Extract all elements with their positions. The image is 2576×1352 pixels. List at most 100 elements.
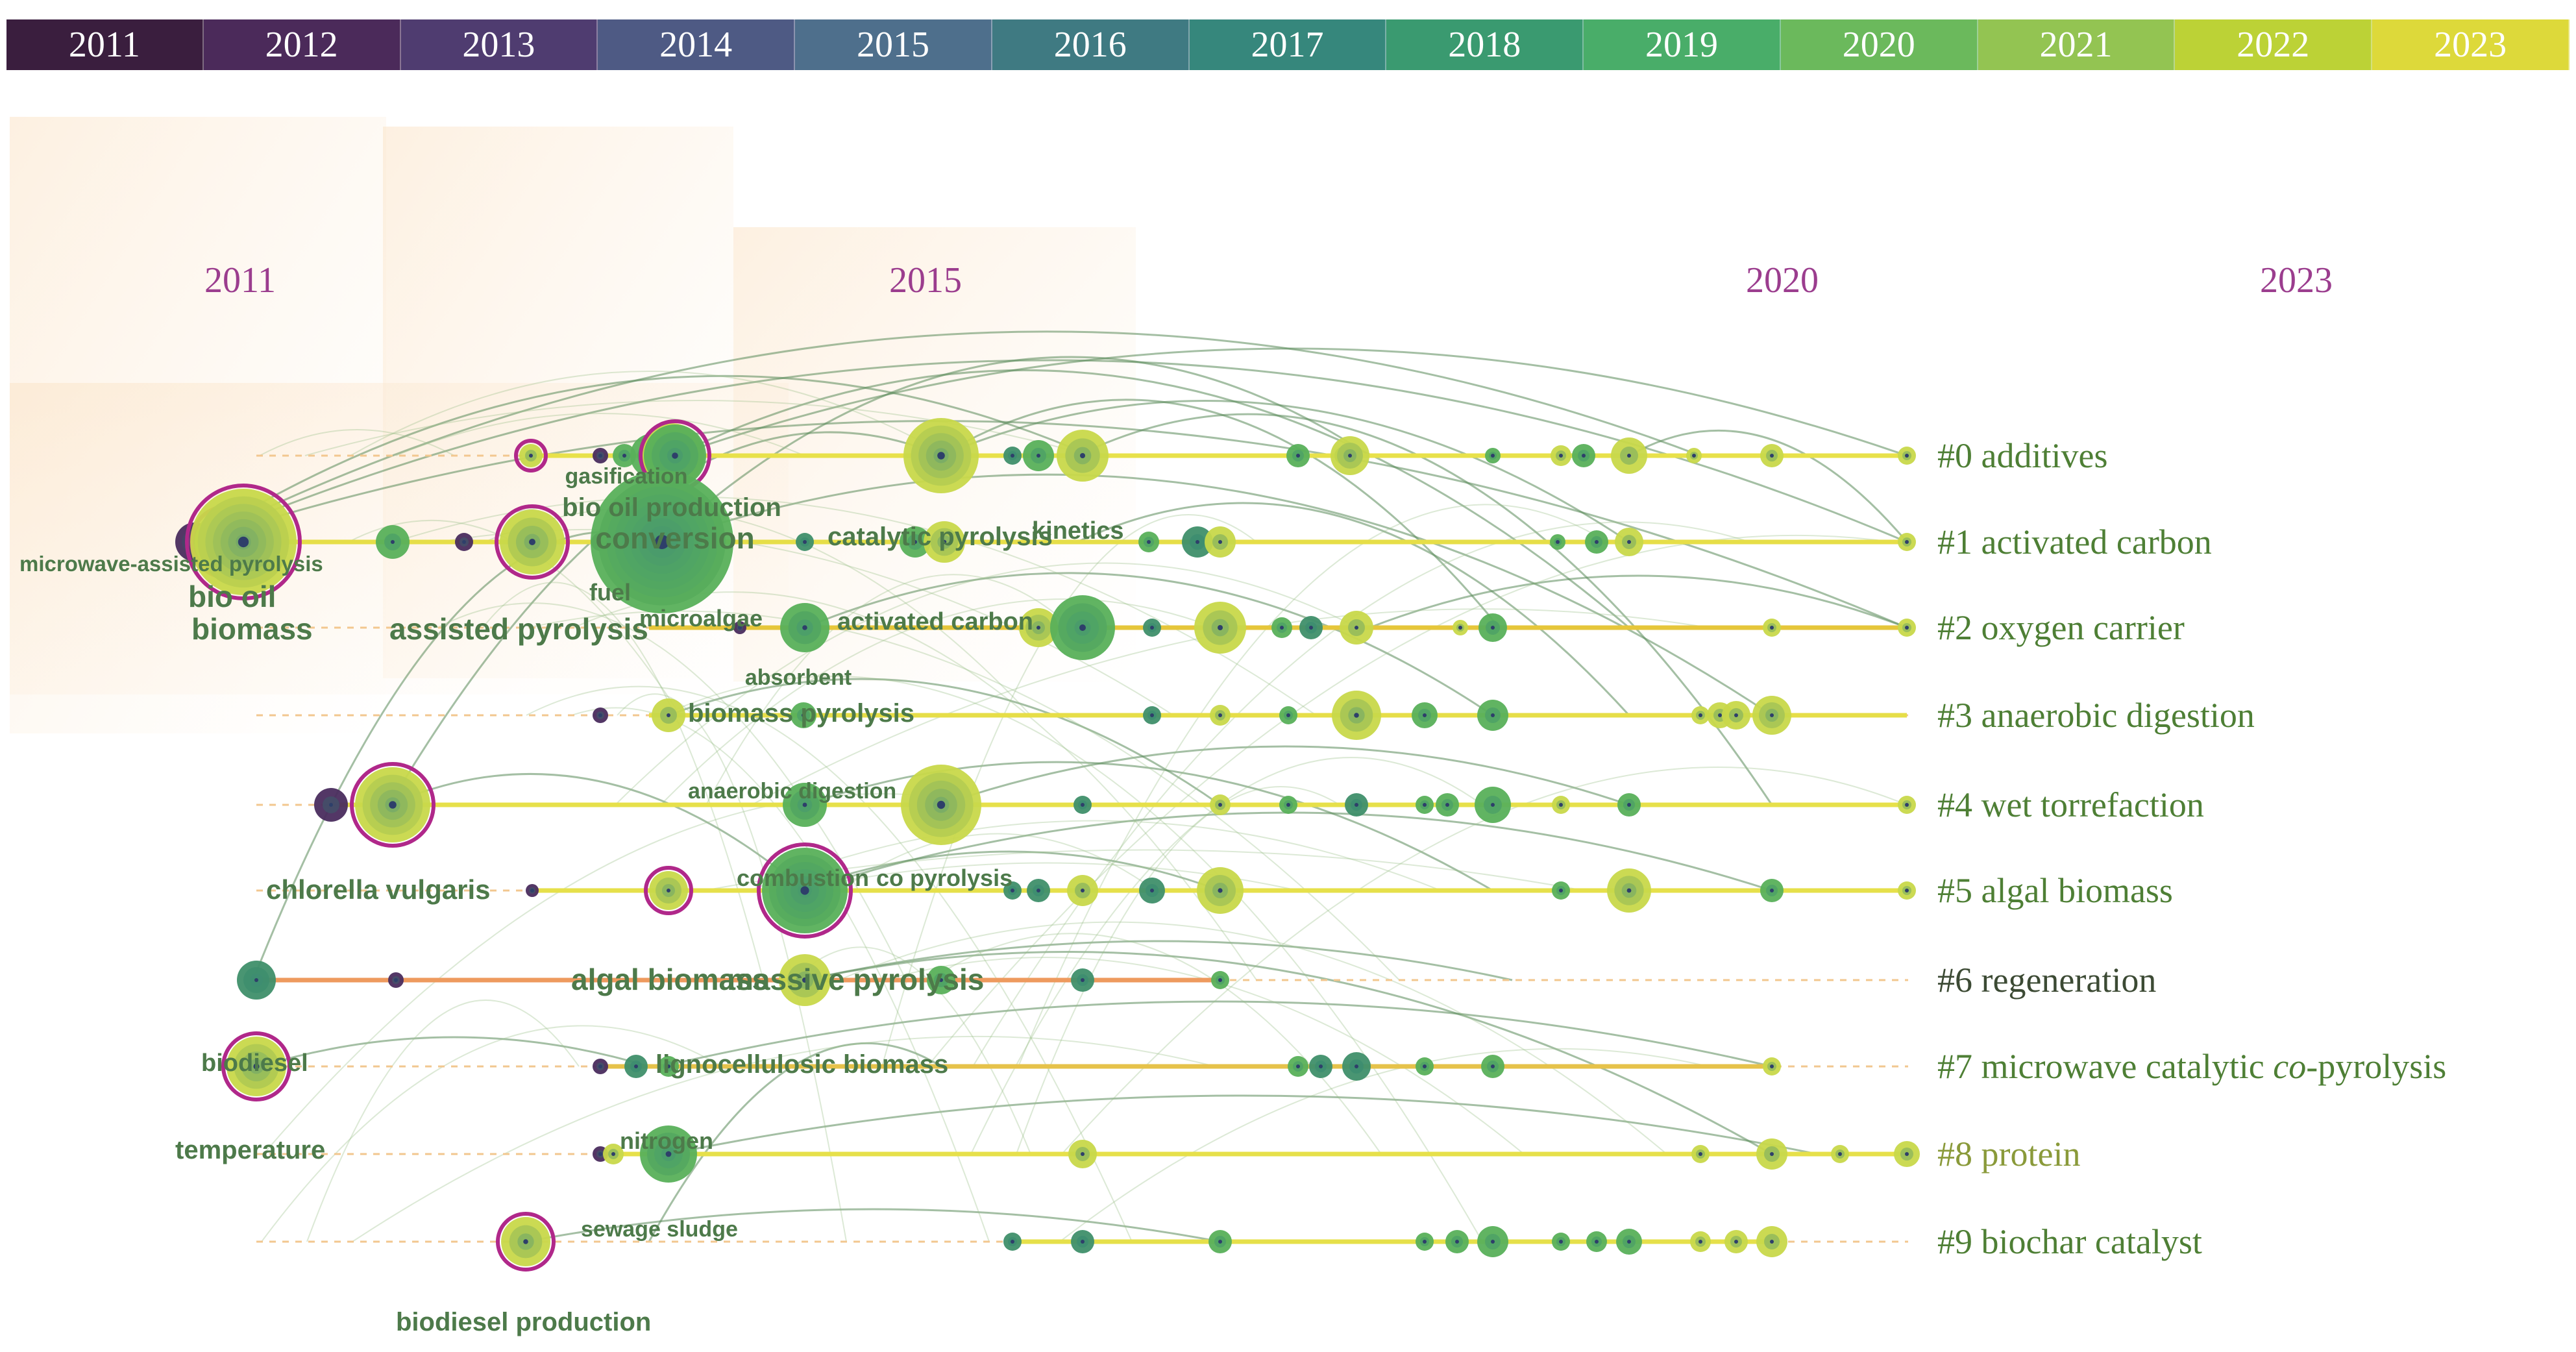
keyword-label: bio oil (188, 580, 276, 613)
cluster-label: #8 protein (1937, 1135, 2080, 1174)
keyword-label: algal biomass (571, 963, 768, 996)
keyword-node (1143, 706, 1161, 724)
citation-arc (804, 572, 1493, 717)
citation-arc (668, 1094, 1818, 1155)
keyword-label: microalgae (639, 605, 763, 632)
keyword-node (1551, 445, 1571, 466)
cluster-label: #0 additives (1937, 436, 2107, 475)
keyword-node (1003, 447, 1022, 465)
citation-arc (661, 473, 1773, 717)
cluster-label: #9 biochar catalyst (1937, 1222, 2202, 1261)
keyword-node (1585, 530, 1608, 554)
citation-arc (571, 707, 990, 1242)
keyword-node (1210, 794, 1231, 815)
citation-arc (261, 1025, 722, 1242)
keyword-node (924, 521, 965, 563)
keyword-node (314, 788, 348, 822)
citation-arc (661, 356, 1370, 543)
legend-year-2022: 2022 (2175, 19, 2373, 70)
keyword-node (1416, 1057, 1434, 1075)
keyword-node (1724, 1230, 1748, 1253)
keyword-node (455, 533, 473, 551)
keyword-node (1760, 879, 1784, 902)
citation-arc (1628, 429, 1908, 543)
citation-arc (660, 598, 1216, 805)
keyword-label: catalytic pyrolysis (828, 522, 1053, 551)
citation-arc (482, 582, 764, 981)
cluster-label: #3 anaerobic digestion (1937, 696, 2255, 735)
keyword-node (1299, 616, 1323, 639)
keyword-node (1477, 1226, 1508, 1257)
keyword-node (1894, 1141, 1920, 1167)
citation-arc (674, 369, 1630, 629)
citation-arc (927, 534, 1893, 1067)
keyword-node (526, 884, 539, 897)
citation-arc (393, 496, 1317, 716)
keyword-node (1898, 619, 1916, 637)
keyword-node (1586, 1231, 1607, 1252)
keyword-node (221, 1031, 291, 1101)
keyword-node (1071, 968, 1094, 992)
keyword-node (1752, 696, 1791, 735)
legend-year-2021: 2021 (1978, 19, 2176, 70)
keyword-node (1331, 436, 1369, 475)
keyword-node (1210, 705, 1231, 726)
keyword-node (1478, 613, 1507, 642)
citation-arc (798, 850, 1221, 892)
keyword-label: conversion (595, 521, 754, 555)
cluster-label: #2 oxygen carrier (1937, 608, 2185, 647)
legend-year-2013: 2013 (400, 19, 598, 70)
citation-arc (306, 999, 580, 1242)
legend-year-2017: 2017 (1189, 19, 1387, 70)
citation-arc (304, 400, 1091, 456)
keyword-node (1615, 528, 1643, 556)
keyword-nodes (175, 418, 1920, 1272)
citation-arc (1369, 574, 1907, 629)
keyword-node (1552, 881, 1570, 900)
keyword-node (783, 783, 827, 827)
cluster-label: #7 microwave catalytic co-pyrolysis (1937, 1047, 2446, 1086)
keyword-label: activated carbon (837, 608, 1033, 635)
keyword-node (1345, 793, 1368, 817)
keyword-node (1607, 868, 1651, 913)
keyword-node (1763, 1057, 1781, 1075)
legend-year-2014: 2014 (598, 19, 796, 70)
cluster-label: #6 regeneration (1937, 961, 2156, 1000)
keyword-node (1003, 1233, 1022, 1251)
keyword-label: combustion (737, 865, 869, 891)
citation-arc (838, 921, 1667, 1155)
keyword-label: sewage sludge (581, 1217, 738, 1242)
keyword-node (1831, 1145, 1849, 1163)
citation-arc (194, 330, 1701, 543)
legend-year-2020: 2020 (1780, 19, 1978, 70)
keyword-node (1416, 796, 1434, 814)
keyword-node (1211, 971, 1229, 989)
keyword-node (900, 526, 931, 558)
keyword-node (1760, 444, 1784, 467)
keyword-node (1068, 1140, 1097, 1168)
keyword-node (1898, 796, 1916, 814)
keyword-node (1057, 430, 1109, 482)
keyword-label: massive pyrolysis (727, 963, 984, 996)
keyword-node (1445, 1230, 1469, 1253)
citation-arc (674, 347, 1907, 457)
keyword-node (652, 698, 685, 732)
citation-arc (350, 371, 948, 456)
keyword-node (1197, 867, 1244, 914)
keyword-node (593, 448, 608, 463)
keyword-node (593, 707, 608, 723)
keyword-node (624, 1055, 648, 1078)
keyword-label: absorbent (745, 665, 852, 690)
citation-arc (194, 375, 1091, 543)
citation-arc (389, 773, 805, 892)
keyword-label: fuel (589, 579, 631, 606)
citation-arc (668, 678, 1221, 806)
keyword-node (1763, 619, 1781, 637)
citation-arc (792, 946, 1031, 1155)
citation-arc (1077, 413, 1773, 805)
keyword-node (1691, 706, 1710, 724)
citation-arc (263, 793, 990, 1155)
keyword-label: co pyrolysis (876, 865, 1012, 891)
keyword-node (1898, 447, 1916, 465)
keyword-node (1271, 617, 1292, 638)
